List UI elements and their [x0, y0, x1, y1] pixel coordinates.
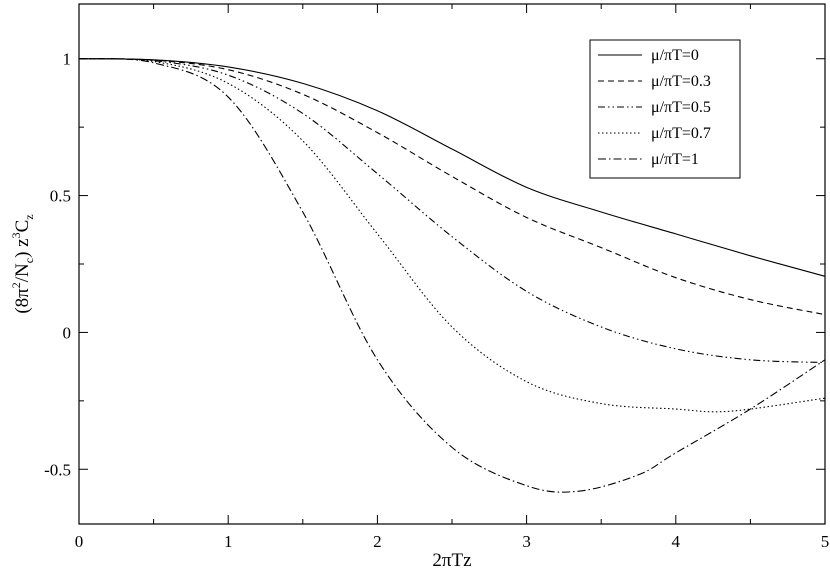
x-tick-label: 4 — [672, 532, 681, 551]
legend-label-2: μ/πT=0.3 — [651, 73, 711, 90]
x-tick-label: 0 — [75, 532, 84, 551]
legend: μ/πT=0 μ/πT=0.3 μ/πT=0.5 μ/πT=0.7 μ/πT=1 — [589, 39, 741, 179]
x-tick-label: 5 — [821, 532, 830, 551]
series-line-2 — [78, 58, 826, 316]
x-tick-label: 2 — [373, 532, 382, 551]
legend-label-5: μ/πT=1 — [651, 151, 699, 168]
axis-ticks — [78, 4, 826, 524]
series-line-1 — [78, 58, 826, 277]
x-axis-label: 2πTz — [432, 550, 471, 570]
y-tick-label: 0.5 — [50, 187, 71, 206]
legend-box — [589, 39, 741, 179]
y-tick-label: 1 — [63, 50, 72, 69]
x-tick-label: 1 — [224, 532, 233, 551]
y-tick-label: -0.5 — [44, 460, 71, 479]
legend-label-4: μ/πT=0.7 — [651, 125, 711, 142]
data-series — [78, 58, 826, 493]
series-line-3 — [78, 58, 826, 364]
tick-labels: 0 1 2 3 4 5 -0.5 0 0.5 1 — [44, 50, 829, 551]
legend-label-1: μ/πT=0 — [651, 47, 699, 64]
y-axis-label: (8π2/Nc) z3Cz — [9, 214, 36, 313]
y-tick-label: 0 — [63, 323, 72, 342]
series-line-5 — [78, 58, 826, 493]
x-tick-label: 3 — [522, 532, 531, 551]
legend-label-3: μ/πT=0.5 — [651, 99, 711, 116]
series-line-4 — [78, 58, 826, 413]
